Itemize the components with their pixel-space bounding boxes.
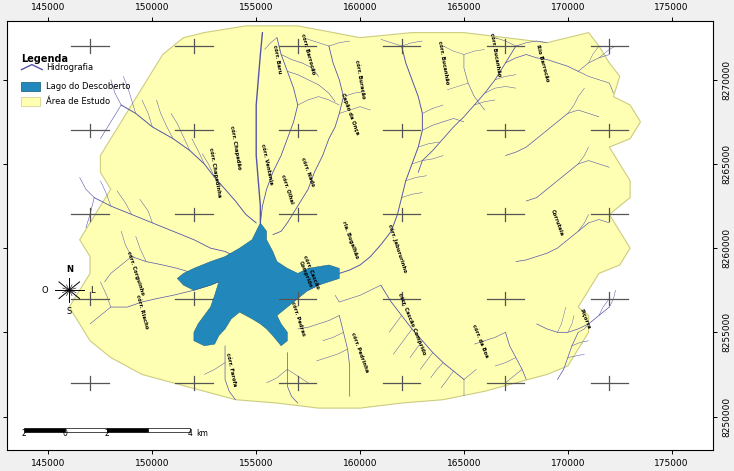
Bar: [21, 82, 40, 91]
Text: Piçorra: Piçorra: [578, 308, 591, 330]
Text: 0: 0: [62, 429, 68, 438]
Text: córr. Cascão Comprido: córr. Cascão Comprido: [397, 292, 427, 356]
Bar: [148, 428, 189, 432]
Text: córr. Pedrinha: córr. Pedrinha: [351, 332, 370, 373]
Text: córr. da Boa: córr. da Boa: [471, 323, 490, 358]
Text: S: S: [67, 307, 72, 316]
Text: Hidrografia: Hidrografia: [46, 64, 93, 73]
Text: Área de Estudo: Área de Estudo: [46, 97, 111, 106]
Text: córr. Riacho: córr. Riacho: [135, 294, 149, 330]
Text: córr. Chapadinha: córr. Chapadinha: [208, 147, 222, 198]
Text: córr. Cascão
Comprido: córr. Cascão Comprido: [297, 255, 320, 292]
Bar: [21, 97, 40, 106]
Text: 4: 4: [187, 429, 192, 438]
Text: córr. Barrocão: córr. Barrocão: [300, 33, 316, 75]
Text: córr. Corguinho: córr. Corguinho: [126, 251, 145, 296]
Text: córr. Baru: córr. Baru: [272, 45, 282, 74]
Bar: [65, 428, 106, 432]
Text: córr. Ventania: córr. Ventania: [260, 143, 273, 185]
Text: N: N: [66, 265, 73, 274]
Text: rla. Bugalhão: rla. Bugalhão: [341, 220, 359, 259]
Text: córr. Farofa: córr. Farofa: [225, 352, 237, 387]
Text: córr. Nado: córr. Nado: [300, 157, 316, 187]
Text: córr. Chapadão: córr. Chapadão: [229, 125, 242, 170]
Text: Lago do Descoberto: Lago do Descoberto: [46, 82, 131, 91]
Text: córr. Jabururinho: córr. Jabururinho: [387, 223, 408, 273]
Text: Legenda: Legenda: [21, 55, 68, 65]
Text: 2: 2: [104, 429, 109, 438]
Polygon shape: [69, 26, 641, 408]
Text: Rio Barrocão: Rio Barrocão: [536, 44, 550, 82]
Text: Capão da Onça: Capão da Onça: [340, 92, 360, 135]
Bar: [23, 428, 65, 432]
Text: córr. Pedras: córr. Pedras: [290, 301, 305, 337]
Text: córr. Bucanhão: córr. Bucanhão: [489, 32, 501, 77]
Text: km: km: [196, 429, 208, 438]
Text: córr. Buracão: córr. Buracão: [355, 60, 366, 100]
Text: O: O: [42, 286, 48, 295]
Bar: [106, 428, 148, 432]
Text: córr. Bucanhão: córr. Bucanhão: [437, 41, 449, 85]
Text: córr. Olhai: córr. Olhai: [280, 174, 294, 204]
Text: 2: 2: [21, 429, 26, 438]
Text: Corrutela: Corrutela: [550, 209, 564, 237]
Polygon shape: [178, 223, 339, 346]
Text: L: L: [90, 286, 95, 295]
